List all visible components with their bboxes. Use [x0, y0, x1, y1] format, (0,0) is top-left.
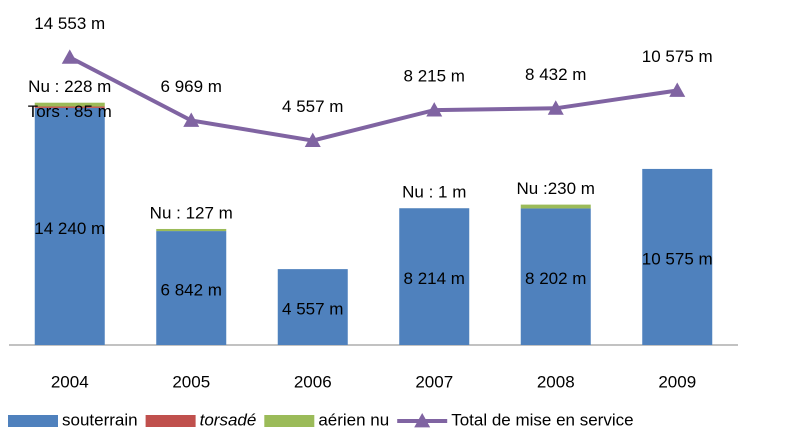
data-label: 8 214 m: [404, 269, 465, 288]
legend-swatch: [264, 415, 315, 427]
data-label: Nu :230 m: [517, 179, 595, 198]
x-tick-label: 2009: [658, 372, 696, 391]
legend-swatch: [8, 415, 58, 427]
legend-label: aérien nu: [318, 410, 389, 429]
data-label: 4 557 m: [282, 300, 343, 319]
data-label: 4 557 m: [282, 97, 343, 116]
data-label: 6 969 m: [161, 77, 222, 96]
line-marker: [669, 82, 686, 97]
data-label: 6 842 m: [161, 281, 222, 300]
x-tick-label: 2005: [172, 372, 210, 391]
x-tick-label: 2007: [415, 372, 453, 391]
legend-swatch: [414, 413, 431, 428]
bar-segment: [399, 208, 470, 345]
data-label: Nu : 228 m: [28, 77, 111, 96]
data-label: 14 553 m: [34, 14, 105, 33]
bar-segment: [156, 231, 227, 345]
line: [68, 55, 678, 143]
x-tick-label: 2008: [537, 372, 575, 391]
data-label: 8 202 m: [525, 269, 586, 288]
data-label: Tors : 85 m: [28, 102, 112, 121]
line-marker: [61, 49, 78, 64]
bar-segment: [34, 106, 105, 108]
data-label: 14 240 m: [34, 219, 105, 238]
legend-label: Total de mise en service: [451, 410, 633, 429]
line-marker: [183, 112, 200, 127]
bar-segment: [520, 204, 591, 209]
line-marker: [304, 132, 321, 147]
bar-segment: [642, 168, 713, 345]
line-marker: [547, 100, 564, 115]
bar-segment: [277, 269, 348, 345]
data-label: 10 575 m: [642, 249, 713, 268]
data-label: 10 575 m: [642, 47, 713, 66]
legend-label: torsadé: [200, 410, 257, 429]
data-label: Nu : 127 m: [150, 203, 233, 222]
bar-segment: [520, 208, 591, 345]
bar-segment: [34, 107, 105, 346]
legend-swatch: [145, 415, 196, 427]
line-marker: [426, 102, 443, 117]
data-label: Nu : 1 m: [402, 183, 466, 202]
x-tick-label: 2006: [294, 372, 332, 391]
x-tick-label: 2004: [51, 372, 89, 391]
data-label: 8 215 m: [404, 67, 465, 86]
bar-segment: [34, 102, 105, 107]
data-label: 8 432 m: [525, 65, 586, 84]
legend-label: souterrain: [62, 410, 138, 429]
bar-segment: [156, 228, 227, 232]
